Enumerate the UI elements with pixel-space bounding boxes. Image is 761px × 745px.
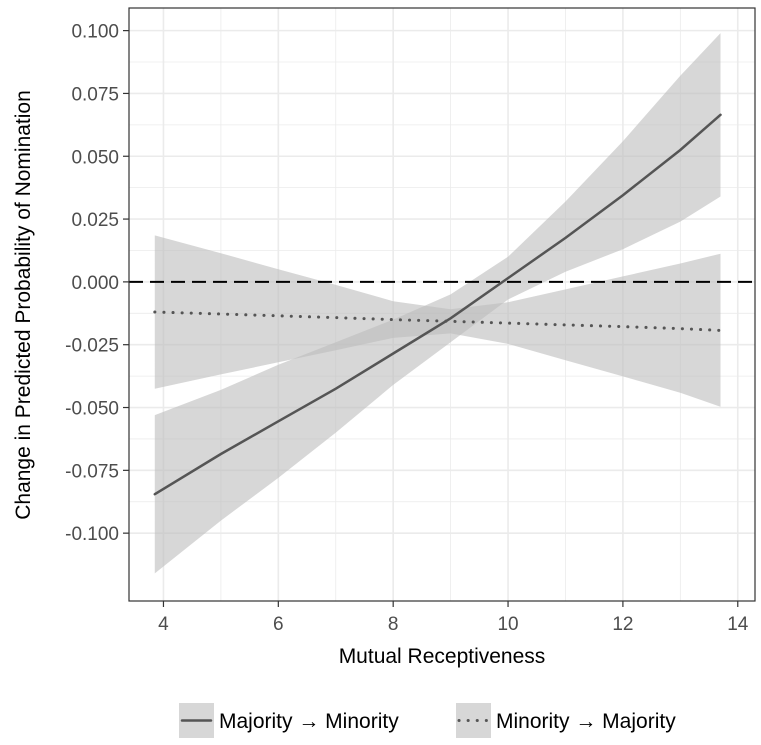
plot-panel-border bbox=[128, 7, 756, 602]
y-tick-label: 0.025 bbox=[71, 210, 119, 231]
legend-label: Minority → Majority bbox=[496, 710, 676, 733]
axes: 4 6 8 10 12 14 0.100 0.075 0.050 0.025 0.000 -0.025… bbox=[65, 22, 749, 635]
confidence-ribbon bbox=[154, 33, 721, 574]
y-tick-label: 0.100 bbox=[71, 22, 119, 43]
x-tick-label: 4 bbox=[158, 614, 169, 635]
y-tick-label: 0.050 bbox=[71, 147, 119, 168]
x-axis-title: Mutual Receptiveness bbox=[339, 645, 546, 668]
legend-label: Majority → Minority bbox=[219, 710, 399, 733]
y-tick-label: 0.075 bbox=[71, 84, 119, 105]
y-tick-label: -0.050 bbox=[65, 399, 119, 420]
series-lines bbox=[153, 113, 722, 496]
y-tick-label: -0.075 bbox=[65, 461, 119, 482]
x-tick-label: 6 bbox=[273, 614, 284, 635]
x-tick-label: 12 bbox=[612, 614, 633, 635]
x-tick-label: 14 bbox=[727, 614, 749, 635]
x-tick-label: 8 bbox=[388, 614, 399, 635]
y-axis-title: Change in Predicted Probability of Nomin… bbox=[12, 90, 35, 520]
x-tick-label: 10 bbox=[497, 614, 518, 635]
y-tick-label: 0.000 bbox=[71, 273, 119, 294]
y-tick-label: -0.025 bbox=[65, 336, 119, 357]
legend: Majority → Minority Minority → Majority bbox=[179, 703, 676, 738]
y-tick-label: -0.100 bbox=[65, 524, 119, 545]
series-line bbox=[153, 113, 722, 496]
